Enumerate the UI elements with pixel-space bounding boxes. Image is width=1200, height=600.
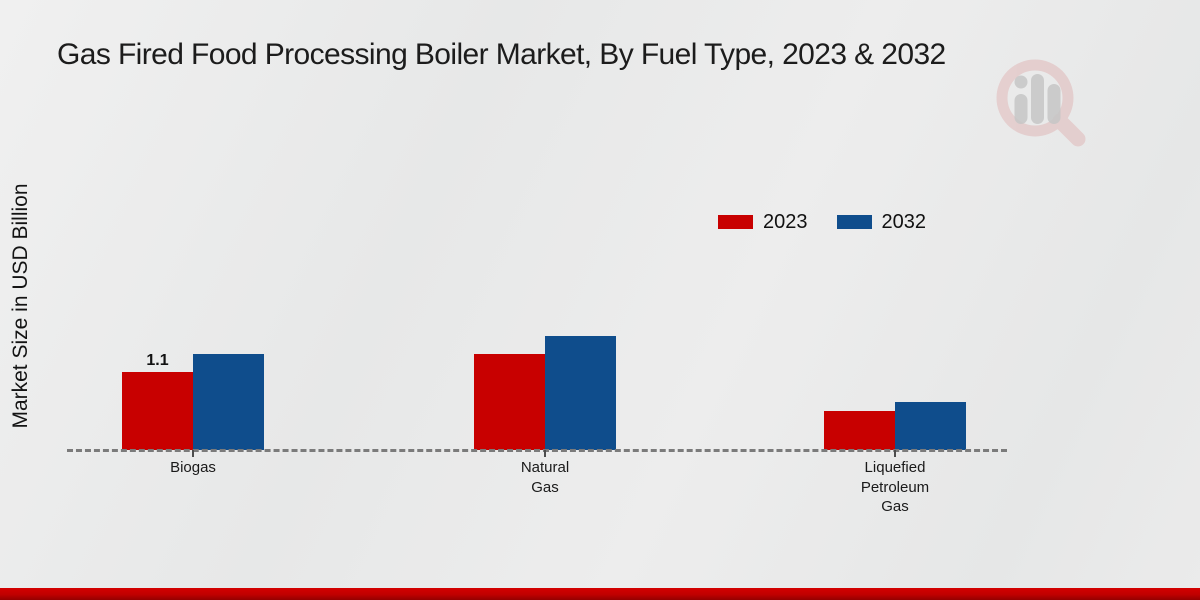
- plot-area: 1.1 Biogas Natural Gas Liquefied Petroleum …: [67, 250, 1007, 515]
- footer-red-bar: [0, 588, 1200, 600]
- bar-liquefied-petroleum-gas-2023: [824, 411, 895, 450]
- bar-biogas-2023: [122, 372, 193, 450]
- brand-watermark-logo: [985, 56, 1087, 148]
- chart-title: Gas Fired Food Processing Boiler Market,…: [57, 38, 946, 71]
- x-axis-tick-biogas: [192, 450, 194, 457]
- legend-label-2032: 2032: [881, 210, 927, 233]
- bar-biogas-2032: [193, 354, 264, 450]
- bar-natural-gas-2023: [474, 354, 545, 450]
- bar-liquefied-petroleum-gas-2032: [895, 402, 966, 450]
- category-label-natural-gas: Natural Gas: [520, 459, 570, 496]
- legend: 2023 2032: [718, 208, 926, 236]
- legend-swatch-2023: [718, 215, 753, 229]
- x-axis-baseline: [67, 449, 1007, 452]
- y-axis-label: Market Size in USD Billion: [9, 183, 32, 429]
- category-label-biogas: Biogas: [170, 459, 216, 476]
- bar-natural-gas-2032: [545, 336, 616, 450]
- data-label-biogas-2023: 1.1: [146, 352, 169, 369]
- legend-item-2032: 2032: [836, 210, 927, 234]
- x-axis-tick-liquefied-petroleum-gas: [894, 450, 896, 457]
- category-label-liquefied-petroleum-gas: Liquefied Petroleum Gas: [860, 459, 930, 515]
- x-axis-tick-natural-gas: [544, 450, 546, 457]
- legend-swatch-2032: [836, 215, 872, 229]
- legend-label-2023: 2023: [763, 210, 808, 233]
- legend-item-2023: 2023: [718, 211, 808, 234]
